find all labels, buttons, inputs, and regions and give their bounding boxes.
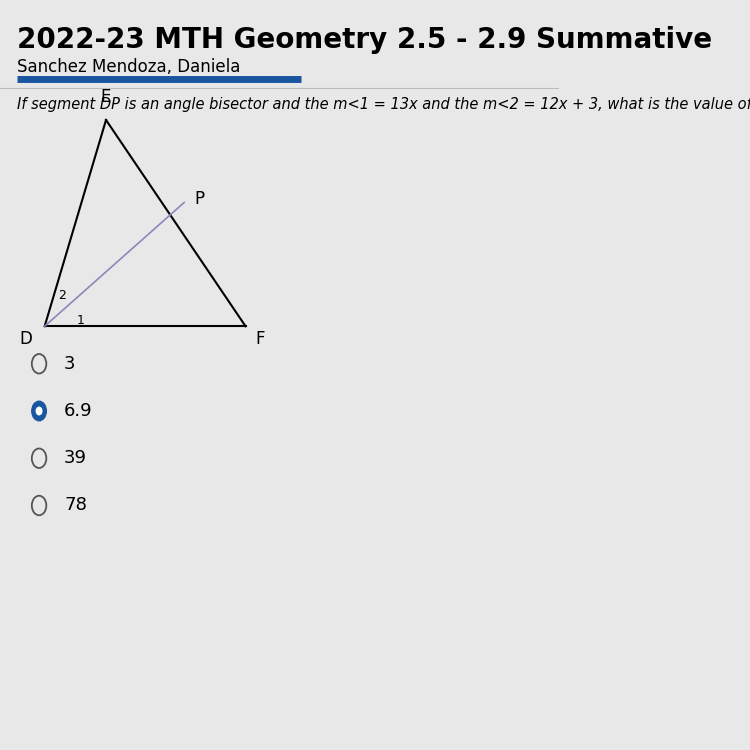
Text: P: P <box>194 190 204 208</box>
Text: 6.9: 6.9 <box>64 402 93 420</box>
Text: Sanchez Mendoza, Daniela: Sanchez Mendoza, Daniela <box>16 58 240 76</box>
Text: 78: 78 <box>64 496 87 514</box>
Circle shape <box>36 407 42 415</box>
Text: D: D <box>20 330 32 348</box>
Text: If segment DP is an angle bisector and the m<1 = 13x and the m<2 = 12x + 3, what: If segment DP is an angle bisector and t… <box>16 98 750 112</box>
Text: 39: 39 <box>64 449 87 467</box>
Text: E: E <box>100 88 111 106</box>
Text: 2022-23 MTH Geometry 2.5 - 2.9 Summative: 2022-23 MTH Geometry 2.5 - 2.9 Summative <box>16 26 712 54</box>
Text: 3: 3 <box>64 355 76 373</box>
Circle shape <box>32 401 46 421</box>
Text: 2: 2 <box>58 290 66 302</box>
Text: F: F <box>256 330 265 348</box>
Text: 1: 1 <box>76 314 84 326</box>
